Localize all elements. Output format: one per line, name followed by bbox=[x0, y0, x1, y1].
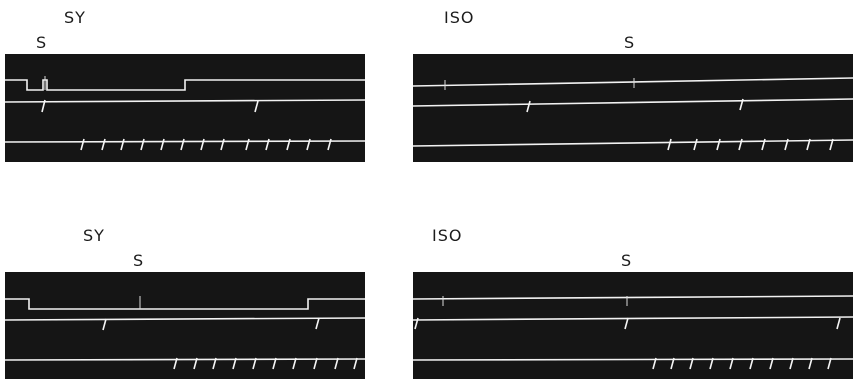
record-3-stimulus-marker: S bbox=[133, 251, 145, 270]
record-2-condition-label: ISO bbox=[444, 8, 475, 27]
record-2-trace-panel bbox=[413, 54, 853, 162]
stimulus-trace bbox=[5, 79, 365, 91]
response-trace bbox=[413, 98, 853, 107]
response-spike bbox=[836, 317, 841, 330]
response-spike bbox=[254, 100, 259, 113]
record-1-condition-label: SY bbox=[64, 8, 86, 27]
record-4-condition-label: ISO bbox=[432, 226, 463, 245]
response-spike bbox=[624, 317, 629, 330]
time-base bbox=[5, 358, 365, 361]
time-base bbox=[413, 358, 853, 361]
response-spike bbox=[315, 317, 320, 330]
record-4-stimulus-marker: S bbox=[621, 251, 633, 270]
record-1-trace-panel bbox=[5, 54, 365, 162]
stimulus-trace bbox=[413, 295, 853, 300]
stimulus-trace bbox=[413, 77, 853, 87]
time-ticks bbox=[80, 138, 332, 151]
record-4-trace-panel bbox=[413, 272, 853, 379]
time-ticks bbox=[652, 357, 832, 370]
record-2-stimulus-marker: S bbox=[624, 33, 636, 52]
response-trace bbox=[413, 316, 853, 321]
response-spike bbox=[102, 318, 107, 331]
time-base bbox=[413, 139, 853, 147]
time-ticks bbox=[173, 357, 358, 370]
record-1-stimulus-marker: S bbox=[36, 33, 48, 52]
response-spike bbox=[414, 317, 419, 330]
response-spike bbox=[41, 99, 46, 113]
time-ticks bbox=[667, 138, 834, 151]
record-3-condition-label: SY bbox=[83, 226, 105, 245]
response-spike bbox=[526, 100, 531, 113]
record-3-trace-panel bbox=[5, 272, 365, 379]
response-trace bbox=[5, 317, 365, 321]
response-spike bbox=[739, 98, 744, 111]
time-base bbox=[5, 140, 365, 143]
response-trace bbox=[5, 99, 365, 103]
stimulus-trace bbox=[5, 298, 365, 310]
